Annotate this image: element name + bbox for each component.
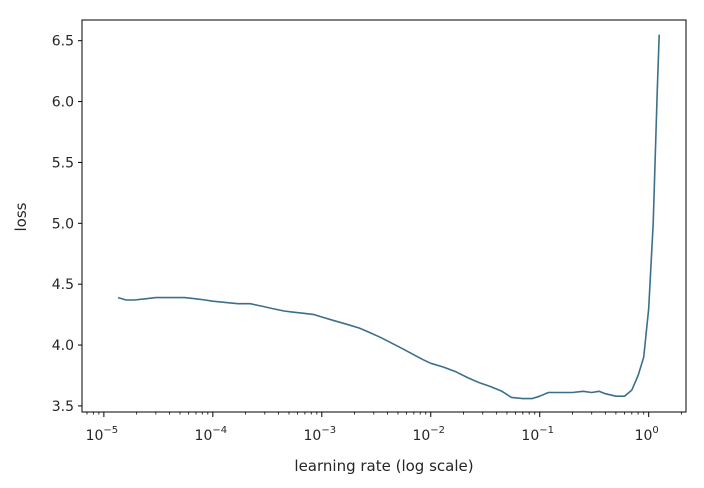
x-axis: 10−5 10−4 10−3 10−2 10−1 100 <box>86 412 682 444</box>
x-tick-label: 10−2 <box>412 425 445 444</box>
axes-frame <box>81 19 687 413</box>
loss-series-line <box>117 34 660 400</box>
x-tick-label: 100 <box>635 425 659 444</box>
y-tick-label: 4.5 <box>52 277 74 293</box>
y-tick-label: 4.0 <box>52 338 74 354</box>
y-tick-label: 6.0 <box>52 95 74 111</box>
y-tick-label: 5.0 <box>52 216 74 232</box>
y-axis: 3.5 4.0 4.5 5.0 5.5 6.0 6.5 <box>52 34 82 415</box>
y-tick-label: 6.5 <box>52 34 74 50</box>
y-axis-label: loss <box>12 202 30 231</box>
x-tick-label: 10−3 <box>304 425 337 444</box>
plot-area <box>81 19 687 413</box>
y-tick-label: 3.5 <box>52 399 74 415</box>
x-tick-label: 10−5 <box>86 425 119 444</box>
y-tick-label: 5.5 <box>52 155 74 171</box>
x-axis-label: learning rate (log scale) <box>294 457 473 475</box>
x-tick-label: 10−1 <box>521 425 554 444</box>
x-tick-label: 10−4 <box>195 425 228 444</box>
